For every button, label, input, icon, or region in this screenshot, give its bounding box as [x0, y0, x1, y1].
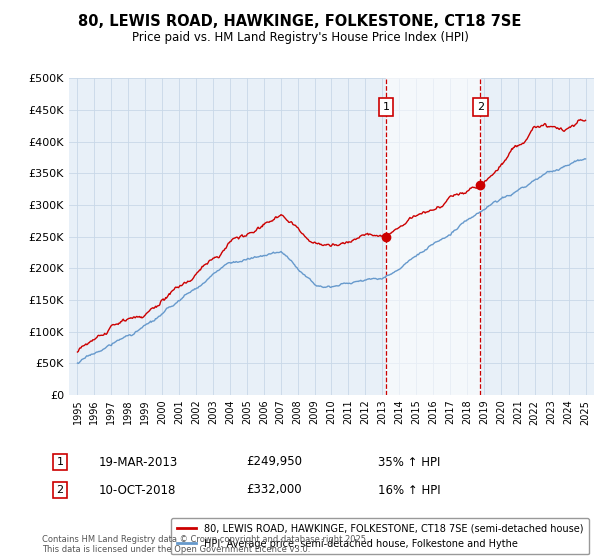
Text: 35% ↑ HPI: 35% ↑ HPI: [378, 455, 440, 469]
Text: 1: 1: [56, 457, 64, 467]
Text: 80, LEWIS ROAD, HAWKINGE, FOLKESTONE, CT18 7SE: 80, LEWIS ROAD, HAWKINGE, FOLKESTONE, CT…: [79, 14, 521, 29]
Bar: [386, 78, 480, 395]
Text: £332,000: £332,000: [246, 483, 302, 497]
Legend: 80, LEWIS ROAD, HAWKINGE, FOLKESTONE, CT18 7SE (semi-detached house), HPI: Avera: 80, LEWIS ROAD, HAWKINGE, FOLKESTONE, CT…: [171, 518, 589, 554]
Text: £249,950: £249,950: [246, 455, 302, 469]
Text: 2: 2: [56, 485, 64, 495]
Text: 16% ↑ HPI: 16% ↑ HPI: [378, 483, 440, 497]
Text: Price paid vs. HM Land Registry's House Price Index (HPI): Price paid vs. HM Land Registry's House …: [131, 31, 469, 44]
Text: Contains HM Land Registry data © Crown copyright and database right 2025.
This d: Contains HM Land Registry data © Crown c…: [42, 535, 368, 554]
Text: 2: 2: [476, 102, 484, 112]
Text: 19-MAR-2013: 19-MAR-2013: [99, 455, 178, 469]
Text: 1: 1: [383, 102, 389, 112]
Text: 10-OCT-2018: 10-OCT-2018: [99, 483, 176, 497]
